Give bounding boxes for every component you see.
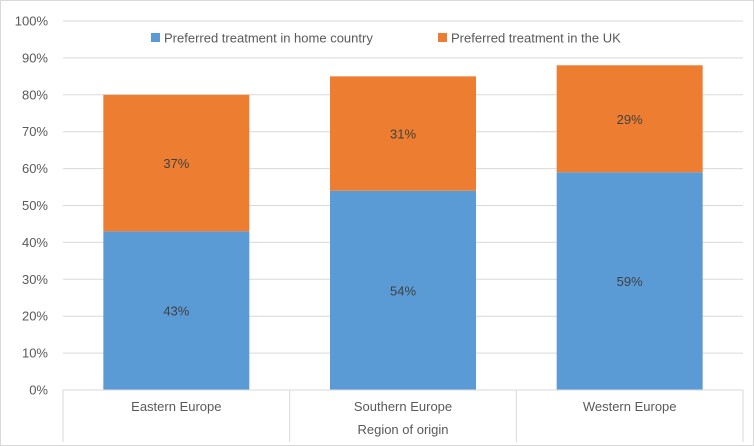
data-labels: 43% 37% 54% 31% 59% 29%: [163, 112, 643, 319]
y-tick-label: 50%: [22, 198, 48, 213]
y-tick-label: 10%: [22, 346, 48, 361]
x-axis: Eastern Europe Southern Europe Western Eur…: [62, 389, 744, 442]
y-axis: 0% 10% 20% 30% 40% 50% 60% 70% 80% 90% 100%: [15, 14, 49, 398]
y-tick-label: 40%: [22, 235, 48, 250]
y-tick-label: 70%: [22, 124, 48, 139]
bar-home-country-2[interactable]: [556, 172, 703, 390]
bar-uk-1[interactable]: [330, 76, 476, 191]
data-label: 37%: [163, 156, 189, 171]
legend[interactable]: Preferred treatment in home country Prefe…: [151, 31, 621, 46]
bars: [103, 65, 703, 390]
legend-label: Preferred treatment in the UK: [451, 31, 621, 46]
bar-uk-2[interactable]: [556, 65, 703, 173]
bar-uk-0[interactable]: [103, 94, 250, 232]
data-label: 54%: [390, 283, 416, 298]
y-tick-label: 90%: [22, 50, 48, 65]
data-label: 59%: [617, 274, 643, 289]
y-tick-label: 20%: [22, 309, 48, 324]
y-tick-label: 80%: [22, 87, 48, 102]
bar-home-country-1[interactable]: [330, 190, 476, 390]
legend-item-home-country[interactable]: Preferred treatment in home country: [151, 31, 373, 46]
y-tick-label: 30%: [22, 272, 48, 287]
y-tick-label: 0%: [29, 383, 48, 398]
legend-swatch: [151, 33, 160, 42]
y-tick-label: 60%: [22, 161, 48, 176]
legend-label: Preferred treatment in home country: [164, 31, 373, 46]
data-label: 43%: [163, 304, 189, 319]
x-axis-title: Region of origin: [357, 422, 448, 437]
x-category-label: Eastern Europe: [131, 399, 221, 414]
data-label: 29%: [617, 112, 643, 127]
x-category-label: Southern Europe: [354, 399, 452, 414]
data-label: 31%: [390, 127, 416, 142]
y-tick-label: 100%: [15, 14, 49, 29]
bar-home-country-0[interactable]: [103, 231, 250, 390]
legend-item-uk[interactable]: Preferred treatment in the UK: [438, 31, 621, 46]
legend-swatch: [438, 33, 447, 42]
x-category-label: Western Europe: [583, 399, 677, 414]
